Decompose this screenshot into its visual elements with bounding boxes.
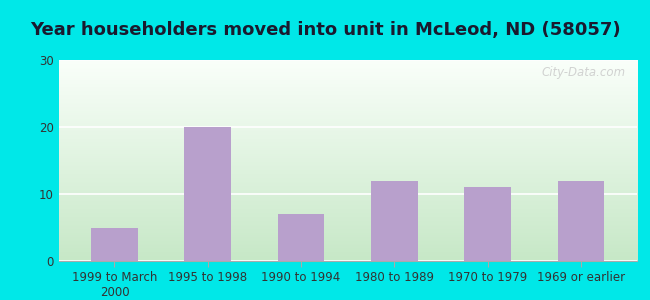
Bar [464, 187, 511, 261]
Bar [91, 227, 138, 261]
Bar [185, 127, 231, 261]
Bar [558, 181, 605, 261]
Text: City-Data.com: City-Data.com [541, 66, 625, 79]
Text: Year householders moved into unit in McLeod, ND (58057): Year householders moved into unit in McL… [30, 21, 620, 39]
Bar [371, 181, 418, 261]
Bar [278, 214, 324, 261]
